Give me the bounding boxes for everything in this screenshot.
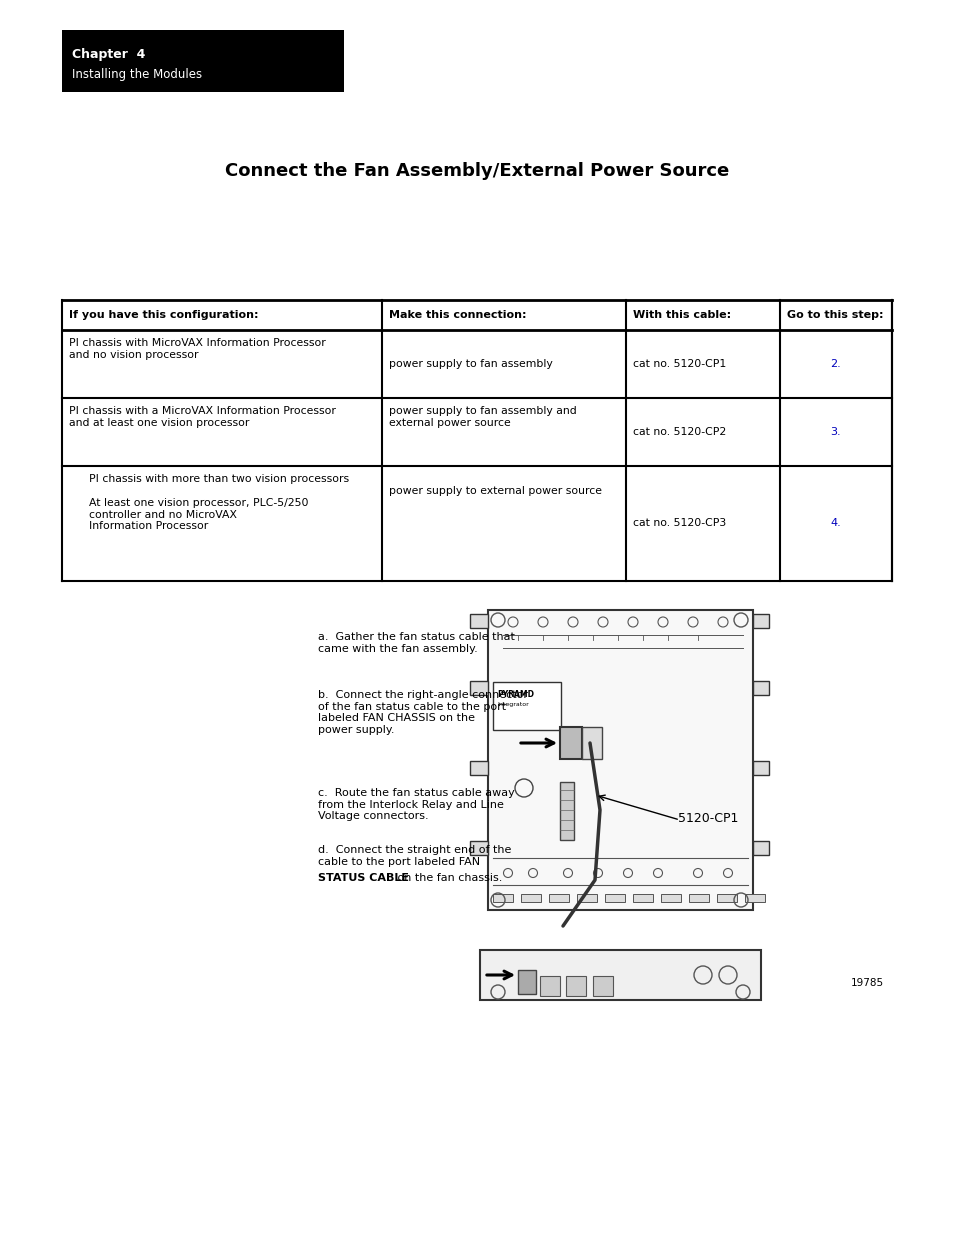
Text: cat no. 5120-CP3: cat no. 5120-CP3 bbox=[633, 519, 726, 529]
Text: PI chassis with a MicroVAX Information Processor
and at least one vision process: PI chassis with a MicroVAX Information P… bbox=[69, 406, 335, 427]
Text: 3.: 3. bbox=[830, 427, 841, 437]
Bar bbox=[752, 614, 768, 629]
Text: cat no. 5120-CP2: cat no. 5120-CP2 bbox=[633, 427, 726, 437]
Text: Connect the Fan Assembly/External Power Source: Connect the Fan Assembly/External Power … bbox=[225, 162, 728, 180]
Bar bbox=[577, 894, 597, 902]
Bar bbox=[565, 976, 585, 995]
Bar bbox=[62, 30, 344, 91]
Text: Integrator: Integrator bbox=[497, 701, 528, 706]
Bar bbox=[470, 680, 488, 695]
Text: Installing the Modules: Installing the Modules bbox=[71, 68, 202, 82]
Bar bbox=[520, 894, 540, 902]
Text: 2.: 2. bbox=[830, 359, 841, 369]
Bar bbox=[752, 680, 768, 695]
Text: With this cable:: With this cable: bbox=[633, 310, 731, 320]
Bar bbox=[470, 761, 488, 776]
Text: 5120-CP1: 5120-CP1 bbox=[678, 811, 738, 825]
Bar bbox=[470, 841, 488, 855]
Bar bbox=[548, 894, 568, 902]
Text: If you have this configuration:: If you have this configuration: bbox=[69, 310, 258, 320]
Bar bbox=[744, 894, 764, 902]
Bar bbox=[517, 969, 536, 994]
Bar bbox=[688, 894, 708, 902]
Text: d.  Connect the straight end of the
cable to the port labeled FAN: d. Connect the straight end of the cable… bbox=[317, 845, 511, 867]
Bar bbox=[493, 682, 560, 730]
Bar bbox=[660, 894, 680, 902]
Bar bbox=[559, 727, 581, 760]
Bar bbox=[470, 614, 488, 629]
Text: 19785: 19785 bbox=[850, 978, 883, 988]
Text: Make this connection:: Make this connection: bbox=[388, 310, 525, 320]
Bar bbox=[604, 894, 624, 902]
Text: PI chassis with more than two vision processors: PI chassis with more than two vision pro… bbox=[89, 474, 349, 484]
Text: b.  Connect the right-angle connector
of the fan status cable to the port
labele: b. Connect the right-angle connector of … bbox=[317, 690, 527, 735]
Bar bbox=[559, 782, 574, 840]
Text: STATUS CABLE: STATUS CABLE bbox=[317, 873, 409, 883]
Text: Chapter  4: Chapter 4 bbox=[71, 48, 145, 61]
Bar bbox=[752, 841, 768, 855]
Text: PI chassis with MicroVAX Information Processor
and no vision processor: PI chassis with MicroVAX Information Pro… bbox=[69, 338, 325, 359]
Text: 4.: 4. bbox=[830, 519, 841, 529]
Bar bbox=[752, 761, 768, 776]
Text: a.  Gather the fan status cable that
came with the fan assembly.: a. Gather the fan status cable that came… bbox=[317, 632, 515, 653]
Bar bbox=[717, 894, 737, 902]
Text: on the fan chassis.: on the fan chassis. bbox=[394, 873, 502, 883]
Bar bbox=[633, 894, 652, 902]
Text: PYRAMD: PYRAMD bbox=[497, 690, 534, 699]
Text: Go to this step:: Go to this step: bbox=[786, 310, 882, 320]
Text: power supply to external power source: power supply to external power source bbox=[388, 487, 601, 496]
Bar bbox=[581, 727, 601, 760]
Bar bbox=[593, 976, 613, 995]
Bar bbox=[539, 976, 559, 995]
Text: At least one vision processor, PLC-5/250
controller and no MicroVAX
Information : At least one vision processor, PLC-5/250… bbox=[89, 498, 308, 531]
Bar bbox=[488, 610, 752, 910]
Bar bbox=[479, 950, 760, 1000]
Text: c.  Route the fan status cable away
from the Interlock Relay and Line
Voltage co: c. Route the fan status cable away from … bbox=[317, 788, 515, 821]
Bar bbox=[493, 894, 513, 902]
Text: power supply to fan assembly: power supply to fan assembly bbox=[388, 359, 552, 369]
Text: cat no. 5120-CP1: cat no. 5120-CP1 bbox=[633, 359, 726, 369]
Text: power supply to fan assembly and
external power source: power supply to fan assembly and externa… bbox=[388, 406, 576, 427]
